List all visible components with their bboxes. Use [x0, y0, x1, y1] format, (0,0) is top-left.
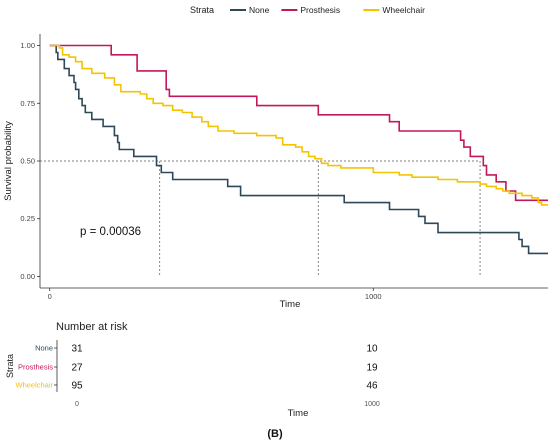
y-tick-label: 1.00: [20, 41, 35, 50]
risk-row-label: None: [35, 344, 53, 353]
legend-item-wheelchair: Wheelchair: [363, 5, 425, 15]
legend-label: None: [249, 5, 270, 15]
risk-row-label: Wheelchair: [15, 381, 53, 390]
series-line-none: [49, 44, 548, 255]
risk-table: Number at risk Strata None 31 10 Prosthesis…: [5, 321, 380, 419]
legend-label: Wheelchair: [382, 5, 425, 15]
x-axis-title: Time: [280, 299, 301, 310]
risk-row-none: None 31 10: [35, 344, 378, 355]
risk-table-x-axis-title: Time: [288, 408, 309, 419]
risk-row-label: Prosthesis: [18, 363, 53, 372]
risk-count: 19: [366, 363, 378, 374]
x-tick-label: 1000: [365, 292, 382, 301]
y-tick-label: 0.00: [20, 272, 35, 281]
risk-count: 27: [71, 363, 83, 374]
risk-count: 95: [71, 381, 83, 392]
risk-count: 46: [366, 381, 378, 392]
y-tick-label: 0.25: [20, 214, 35, 223]
y-tick-label: 0.75: [20, 99, 35, 108]
x-tick-label: 0: [48, 292, 52, 301]
risk-count: 10: [366, 344, 378, 355]
series-line-prosthesis: [49, 44, 548, 202]
legend-item-none: None: [230, 5, 270, 15]
figure-caption: (B): [267, 428, 283, 440]
series-line-wheelchair: [49, 44, 548, 206]
legend-item-prosthesis: Prosthesis: [281, 5, 340, 15]
risk-row-wheelchair: Wheelchair 95 46: [15, 381, 378, 392]
survival-plot: 0.00 0.25 0.50 0.75 1.00 0 1000 Survival prob…: [3, 34, 548, 310]
legend-label: Prosthesis: [300, 5, 340, 15]
risk-x-tick-label: 1000: [364, 401, 380, 408]
legend: Strata None Prosthesis Wheelchair: [190, 5, 425, 15]
risk-count: 31: [71, 344, 83, 355]
risk-row-prosthesis: Prosthesis 27 19: [18, 363, 378, 374]
risk-table-y-axis-title: Strata: [5, 354, 15, 378]
y-axis-title: Survival probability: [3, 121, 14, 201]
p-value-annotation: p = 0.00036: [80, 226, 141, 238]
y-tick-label: 0.50: [20, 157, 35, 166]
risk-x-tick-label: 0: [75, 401, 79, 408]
legend-title: Strata: [190, 5, 214, 15]
risk-table-title: Number at risk: [56, 321, 128, 333]
